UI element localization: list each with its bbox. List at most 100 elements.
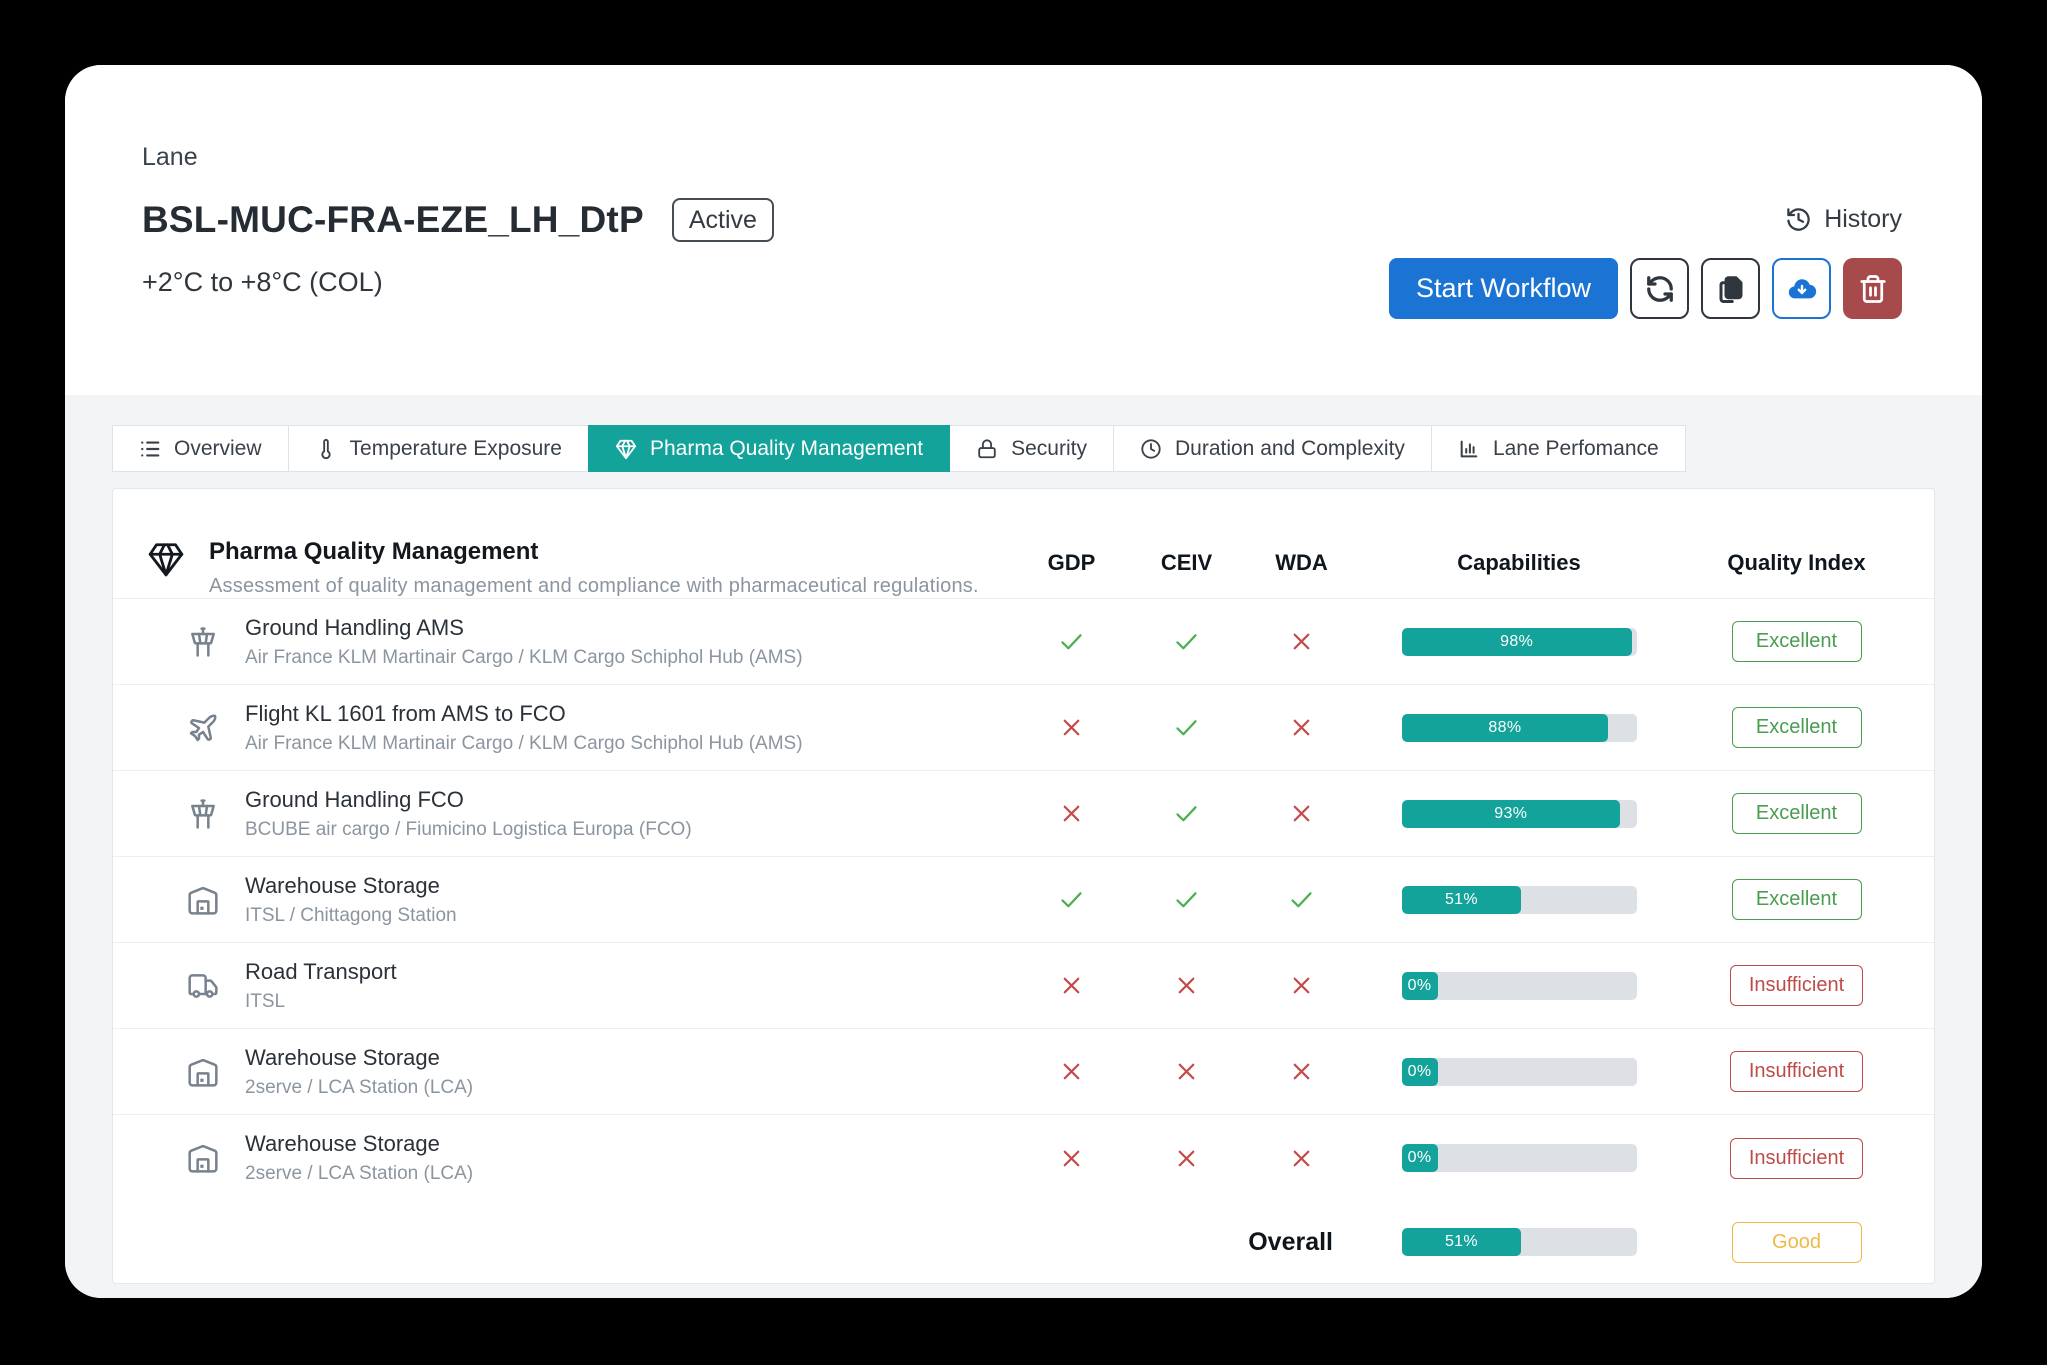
gdp-cross-icon <box>1014 800 1129 827</box>
table-row: Warehouse Storage 2serve / LCA Station (… <box>113 1029 1934 1115</box>
segment-subtitle: Air France KLM Martinair Cargo / KLM Car… <box>245 646 803 668</box>
wda-cross-icon <box>1244 628 1359 655</box>
warehouse-icon <box>187 884 219 916</box>
thermometer-icon <box>320 438 331 459</box>
overall-row: Overall 51% Good <box>113 1201 1934 1283</box>
refresh-icon <box>1646 275 1673 302</box>
page-title: BSL-MUC-FRA-EZE_LH_DtP <box>142 199 644 240</box>
segment-subtitle: BCUBE air cargo / Fiumicino Logistica Eu… <box>245 818 692 840</box>
segment-title: Warehouse Storage <box>245 872 440 898</box>
tab-panel-area: Overview Temperature Exposure Pharma Qua… <box>65 395 1982 1298</box>
segment-subtitle: ITSL <box>245 990 286 1012</box>
capability-value: 93% <box>1494 804 1528 822</box>
table-row: Flight KL 1601 from AMS to FCO Air Franc… <box>113 685 1934 771</box>
gdp-cross-icon <box>1014 714 1129 741</box>
section-gem-icon <box>147 540 185 583</box>
tab-lane-performance[interactable]: Lane Perfomance <box>1430 425 1686 472</box>
ceiv-cross-icon <box>1129 1058 1244 1085</box>
plane-icon <box>187 712 219 744</box>
lane-eyebrow: Lane <box>142 143 198 171</box>
capability-value: 98% <box>1500 632 1534 650</box>
capability-bar: 0% <box>1401 971 1637 1000</box>
capability-value: 0% <box>1407 976 1432 994</box>
start-workflow-button[interactable]: Start Workflow <box>1388 258 1618 319</box>
gdp-cross-icon <box>1014 972 1129 999</box>
segment-subtitle: 2serve / LCA Station (LCA) <box>245 1076 474 1098</box>
column-header-quality-index: Quality Index <box>1727 550 1866 575</box>
lock-icon <box>978 438 996 458</box>
table-row: Ground Handling AMS Air France KLM Marti… <box>113 599 1934 685</box>
clock-icon <box>1141 438 1161 459</box>
tab-overview[interactable]: Overview <box>112 425 289 472</box>
ceiv-check-icon <box>1129 886 1244 913</box>
overall-capability-bar: 51% <box>1401 1228 1637 1256</box>
ceiv-check-icon <box>1129 714 1244 741</box>
capability-bar: 0% <box>1401 1144 1637 1172</box>
capability-bar: 93% <box>1401 799 1637 828</box>
capability-bar: 51% <box>1401 885 1637 914</box>
list-icon <box>141 440 160 457</box>
wda-cross-icon <box>1244 972 1359 999</box>
tower-icon <box>187 626 219 658</box>
quality-badge: Excellent <box>1731 793 1862 834</box>
capability-bar: 88% <box>1401 713 1637 742</box>
segment-subtitle: ITSL / Chittagong Station <box>245 904 457 926</box>
temperature-range: +2°C to +8°C (COL) <box>142 267 383 297</box>
capability-value: 51% <box>1444 890 1478 908</box>
segment-title: Warehouse Storage <box>245 1131 440 1156</box>
ceiv-check-icon <box>1129 800 1244 827</box>
gem-icon <box>615 439 637 459</box>
truck-icon <box>187 970 219 1002</box>
column-header-capabilities: Capabilities <box>1457 550 1581 575</box>
section-title: Pharma Quality Management <box>209 537 539 565</box>
gdp-cross-icon <box>1014 1145 1129 1172</box>
overall-quality-badge: Good <box>1731 1221 1862 1263</box>
ceiv-cross-icon <box>1129 1145 1244 1172</box>
quality-badge: Excellent <box>1731 879 1862 920</box>
refresh-button[interactable] <box>1630 258 1689 319</box>
quality-badge: Insufficient <box>1729 1137 1864 1179</box>
status-badge: Active <box>671 198 774 242</box>
segment-subtitle: Air France KLM Martinair Cargo / KLM Car… <box>245 732 803 754</box>
tab-security[interactable]: Security <box>949 425 1114 472</box>
segment-title: Ground Handling AMS <box>245 614 464 640</box>
wda-cross-icon <box>1244 1145 1359 1172</box>
capability-value: 0% <box>1407 1062 1432 1080</box>
table-body: Ground Handling AMS Air France KLM Marti… <box>113 599 1934 1201</box>
tab-pharma-quality-management[interactable]: Pharma Quality Management <box>587 425 951 472</box>
segment-title: Flight KL 1601 from AMS to FCO <box>245 700 566 726</box>
overall-label: Overall <box>1248 1227 1333 1256</box>
download-button[interactable] <box>1772 258 1831 319</box>
table-row: Warehouse Storage 2serve / LCA Station (… <box>113 1115 1934 1201</box>
duplicate-button[interactable] <box>1701 258 1760 319</box>
history-button[interactable]: History <box>1785 205 1902 234</box>
ceiv-cross-icon <box>1129 972 1244 999</box>
capability-bar: 0% <box>1401 1057 1637 1086</box>
capability-bar: 98% <box>1401 627 1637 656</box>
history-label: History <box>1824 205 1902 233</box>
segment-title: Warehouse Storage <box>245 1044 440 1070</box>
table-header: Pharma Quality Management Assessment of … <box>113 489 1934 599</box>
wda-cross-icon <box>1244 714 1359 741</box>
tab-duration-and-complexity[interactable]: Duration and Complexity <box>1112 425 1432 472</box>
table-row: Road Transport ITSL 0% Insufficient <box>113 943 1934 1029</box>
column-header-ceiv: CEIV <box>1160 550 1213 575</box>
lane-detail-card: Lane BSL-MUC-FRA-EZE_LH_DtP Active +2°C … <box>65 65 1982 1298</box>
wda-check-icon <box>1244 886 1359 913</box>
ceiv-check-icon <box>1129 628 1244 655</box>
segment-title: Road Transport <box>245 958 397 984</box>
cloud-download-icon <box>1788 278 1816 298</box>
bar-chart-icon <box>1460 440 1478 457</box>
quality-badge: Insufficient <box>1729 1051 1864 1092</box>
table-row: Ground Handling FCO BCUBE air cargo / Fi… <box>113 771 1934 857</box>
table-row: Warehouse Storage ITSL / Chittagong Stat… <box>113 857 1934 943</box>
pharma-quality-panel: Pharma Quality Management Assessment of … <box>112 488 1935 1284</box>
gdp-check-icon <box>1014 628 1129 655</box>
history-icon <box>1787 208 1810 231</box>
segment-title: Ground Handling FCO <box>245 786 464 812</box>
delete-button[interactable] <box>1843 258 1902 319</box>
tab-temperature-exposure[interactable]: Temperature Exposure <box>287 425 589 472</box>
quality-badge: Excellent <box>1731 621 1862 662</box>
tab-bar: Overview Temperature Exposure Pharma Qua… <box>112 425 1935 472</box>
